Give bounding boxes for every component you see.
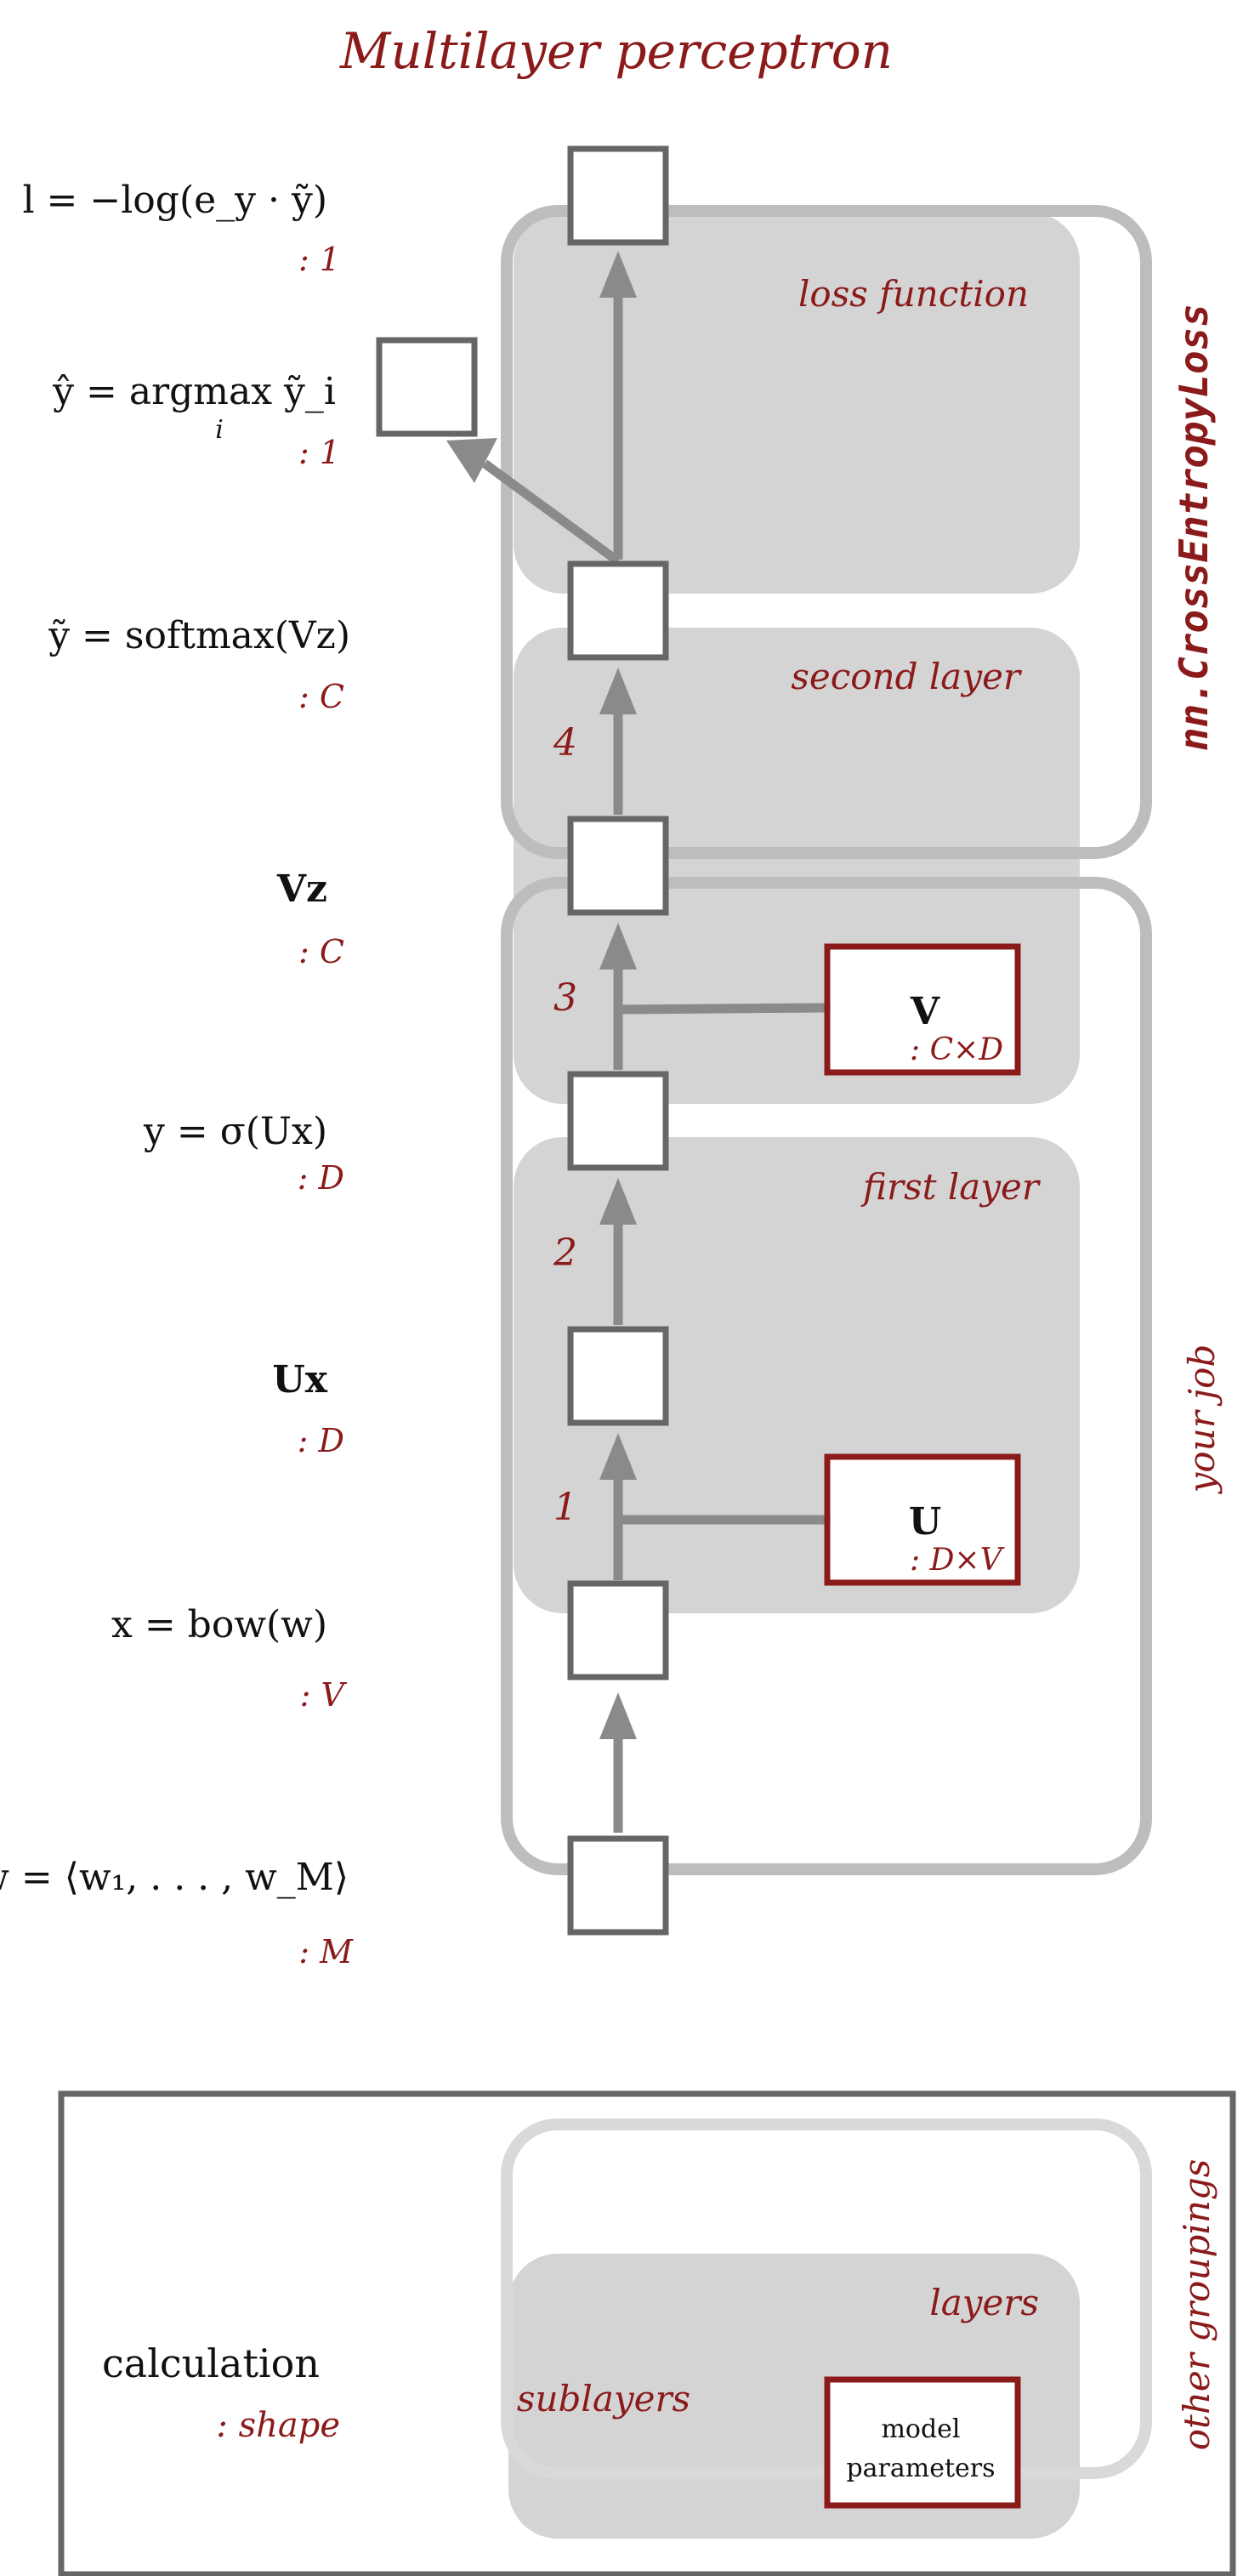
step-number-4: 4 bbox=[553, 721, 577, 765]
node-argmax bbox=[376, 337, 478, 437]
first-layer-label: first layer bbox=[860, 1166, 1042, 1208]
second-layer-label: second layer bbox=[791, 656, 1023, 697]
arrow-head bbox=[599, 1692, 637, 1739]
shape-vz: : C bbox=[298, 933, 344, 970]
legend-model-label: model bbox=[881, 2414, 960, 2444]
loss-function-region bbox=[514, 213, 1080, 594]
diagram-title: Multilayer perceptron bbox=[339, 22, 893, 80]
equation-y: y = σ(Ux) bbox=[143, 1110, 327, 1153]
arrow-head bbox=[599, 1433, 637, 1480]
equation-loss: l = −log(e_y · ỹ) bbox=[22, 179, 327, 222]
node-vz bbox=[567, 816, 669, 916]
legend-model-parameters-box bbox=[824, 2376, 1021, 2509]
legend-parameters-label: parameters bbox=[846, 2454, 995, 2483]
equation-argmax: ŷ = argmax ỹ_i bbox=[52, 370, 336, 413]
legend-other-groupings-label: other groupings bbox=[1176, 2159, 1217, 2451]
equation-argmax-sub: i bbox=[215, 415, 224, 445]
legend-shape-label: : shape bbox=[216, 2406, 340, 2445]
cross-entropy-group bbox=[501, 205, 1152, 859]
node-softmax bbox=[567, 560, 669, 661]
param-u-shape: : D×V bbox=[910, 1543, 1006, 1578]
node-x bbox=[567, 1580, 669, 1680]
equation-ux: Ux bbox=[272, 1358, 327, 1402]
param-v-connector bbox=[617, 1003, 826, 1015]
cross-entropy-label: nn.CrossEntropyLoss bbox=[1171, 304, 1217, 751]
arrow-softmax-to-argmax bbox=[481, 459, 622, 566]
legend-calculation-label: calculation bbox=[102, 2340, 320, 2386]
legend-sublayers-label: sublayers bbox=[517, 2378, 690, 2420]
equation-vz: Vz bbox=[276, 867, 327, 911]
nodes bbox=[376, 145, 669, 1936]
your-job-label: your job bbox=[1181, 1345, 1223, 1495]
step-number-1: 1 bbox=[553, 1486, 577, 1529]
legend-box bbox=[58, 2090, 1236, 2576]
equation-w: w = ⟨w₁, . . . , w_M⟩ bbox=[0, 1856, 349, 1899]
shape-ux: : D bbox=[298, 1422, 344, 1459]
shape-y: : D bbox=[298, 1159, 344, 1197]
param-v-shape: : C×D bbox=[910, 1032, 1003, 1067]
arrows bbox=[446, 251, 826, 1833]
arrow-head bbox=[599, 251, 637, 298]
legend-layers-label: layers bbox=[929, 2282, 1039, 2323]
node-w bbox=[567, 1835, 669, 1936]
equation-x: x = bow(w) bbox=[111, 1603, 327, 1646]
node-y bbox=[567, 1071, 669, 1171]
shape-argmax: : 1 bbox=[298, 434, 340, 471]
arrow-head bbox=[446, 438, 497, 483]
shape-loss: : 1 bbox=[298, 241, 340, 278]
arrow-head bbox=[599, 668, 637, 714]
param-u-box bbox=[824, 1453, 1021, 1586]
shape-x: : V bbox=[300, 1676, 348, 1714]
arrow-head bbox=[599, 923, 637, 970]
equation-softmax: ỹ = softmax(Vz) bbox=[48, 614, 350, 657]
arrow-head bbox=[599, 1178, 637, 1225]
node-ux bbox=[567, 1326, 669, 1426]
loss-function-label: loss function bbox=[798, 273, 1029, 315]
param-v-box bbox=[824, 943, 1021, 1076]
node-loss bbox=[567, 145, 669, 246]
shape-w: : M bbox=[298, 1933, 354, 1970]
step-number-2: 2 bbox=[553, 1231, 577, 1275]
param-u-name: U bbox=[909, 1500, 941, 1544]
param-v-name: V bbox=[910, 990, 940, 1033]
your-job-group bbox=[501, 877, 1152, 1875]
step-number-3: 3 bbox=[553, 976, 577, 1020]
shape-softmax: : C bbox=[298, 678, 344, 715]
